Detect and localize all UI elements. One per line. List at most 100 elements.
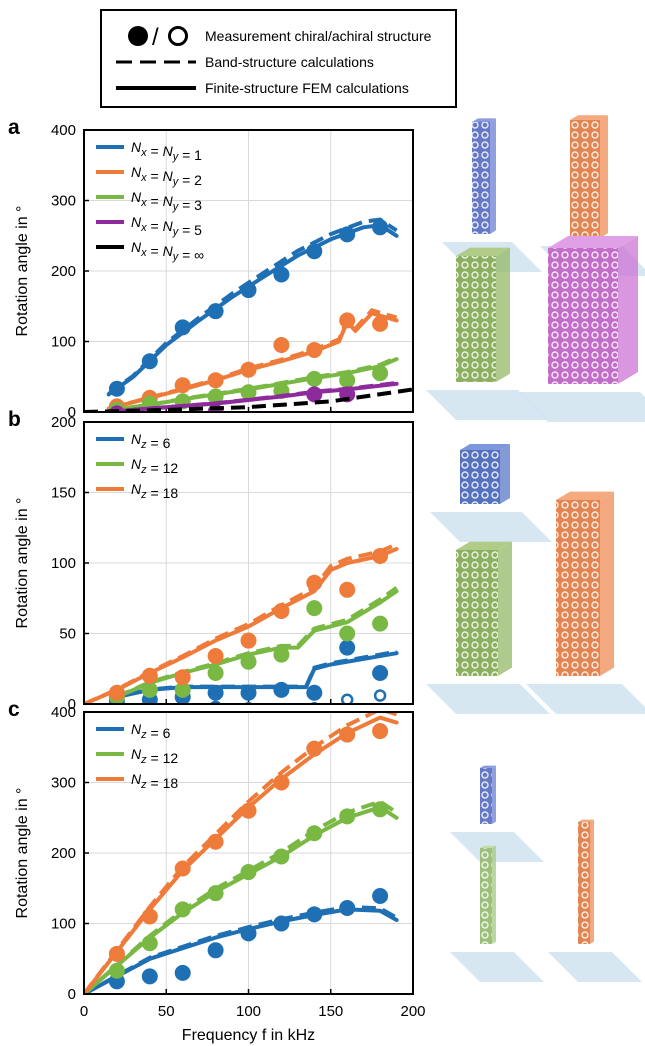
data-point [108, 945, 125, 962]
structure-block [426, 541, 550, 714]
data-point-achiral [210, 700, 222, 704]
data-point-achiral [177, 700, 189, 704]
data-point [141, 968, 158, 985]
data-point [240, 802, 257, 819]
legend-entry-label: Nx = Ny = ∞ [131, 239, 204, 263]
data-point [306, 386, 323, 403]
series-line-dashed [84, 799, 398, 994]
data-point [174, 860, 191, 877]
y-tick-label: 100 [51, 555, 76, 572]
base-plate [518, 392, 645, 422]
data-point-achiral [278, 703, 285, 704]
data-point [372, 219, 389, 236]
structure-block [518, 236, 645, 422]
structure-block [430, 444, 552, 542]
data-point [273, 915, 290, 932]
data-point [174, 681, 191, 698]
data-point [141, 935, 158, 952]
y-tick-label: 0 [68, 404, 76, 421]
block-lattice [480, 768, 492, 824]
series-line-dashed [116, 649, 397, 699]
legend-label-measurement: Measurement chiral/achiral structure [205, 28, 432, 44]
y-tick-label: 0 [68, 696, 76, 713]
data-point [240, 632, 257, 649]
data-point [339, 226, 356, 243]
figure-legend: / Measurement chiral/achiral structure B… [100, 9, 457, 108]
block-lattice [472, 122, 490, 234]
data-point [273, 337, 290, 354]
block-side [618, 236, 638, 384]
data-point [108, 962, 125, 979]
legend-entry-label: Nz = 12 [131, 456, 178, 476]
y-tick-label: 0 [68, 986, 76, 1003]
block-lattice [456, 256, 496, 382]
block-top [578, 819, 594, 822]
slash-glyph: / [152, 24, 159, 51]
data-point [273, 681, 290, 698]
block-lattice [556, 500, 600, 676]
data-point [240, 925, 257, 942]
data-point [108, 684, 125, 701]
panel-letter-b: b [8, 408, 21, 431]
data-point [207, 388, 224, 405]
block-top [556, 491, 614, 500]
base-plate [430, 512, 552, 542]
data-point [207, 372, 224, 389]
y-tick-label: 400 [51, 704, 76, 721]
data-point [306, 341, 323, 358]
data-point [372, 615, 389, 632]
structure-block [450, 845, 544, 982]
x-tick-label: 100 [236, 1003, 261, 1020]
data-point [372, 723, 389, 740]
data-point [372, 664, 389, 681]
plot-frame [83, 711, 414, 995]
open-circle-marker [168, 26, 188, 46]
plot-frame [83, 129, 414, 413]
block-top [456, 247, 510, 256]
data-point [240, 361, 257, 378]
legend-entry-label: Nz = 18 [131, 481, 178, 501]
filled-circle-marker [128, 26, 148, 46]
panel-a: a 0 100 200 300 400 Rotation angle in ° Nx = N… [8, 116, 414, 421]
data-point [339, 312, 356, 329]
block-side [600, 491, 614, 676]
data-point [207, 303, 224, 320]
legend-entry-label: Nx = Ny = 5 [131, 214, 202, 238]
x-tick-label: 50 [158, 1003, 175, 1020]
data-point [240, 282, 257, 299]
block-top [456, 541, 512, 550]
data-point-achiral [373, 689, 387, 702]
legend-entry-label: Nz = 12 [131, 746, 178, 766]
y-tick-label: 200 [51, 414, 76, 431]
block-top [480, 845, 496, 848]
data-point [339, 899, 356, 916]
block-lattice [456, 550, 498, 676]
data-point [306, 684, 323, 701]
data-point [372, 547, 389, 564]
panel-letter-a: a [8, 116, 20, 139]
legend-entry-label: Nx = Ny = 2 [131, 164, 202, 188]
block-lattice [578, 822, 590, 944]
data-point [306, 740, 323, 757]
series-group [84, 712, 399, 994]
legend-entry-label: Nx = Ny = 1 [131, 139, 202, 163]
legend-entry-label: Nx = Ny = 3 [131, 189, 202, 213]
data-point [306, 600, 323, 617]
series-line-dashed [84, 387, 413, 412]
plot-a: 0 100 200 300 400 Rotation angle in ° Nx = Ny … [14, 122, 414, 421]
data-point [273, 266, 290, 283]
y-tick-label: 150 [51, 485, 76, 502]
data-point [306, 906, 323, 923]
panel-letter-c: c [8, 698, 20, 721]
x-tick-label: 0 [80, 1003, 88, 1020]
y-tick-label: 50 [59, 626, 76, 643]
series-line-dashed [108, 355, 398, 412]
data-point [141, 908, 158, 925]
block-lattice [570, 120, 600, 238]
structure-block [548, 819, 642, 982]
structure-illustrations [426, 115, 645, 982]
data-point [174, 319, 191, 336]
data-point [174, 669, 191, 686]
y-tick-label: 200 [51, 263, 76, 280]
